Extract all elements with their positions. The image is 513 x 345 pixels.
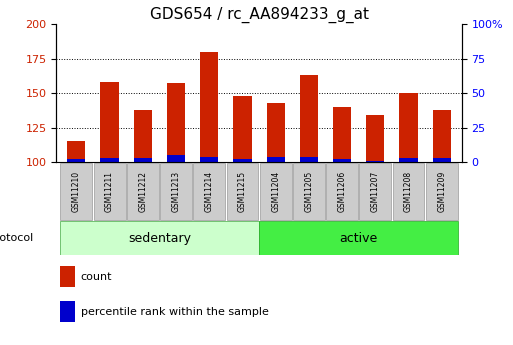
Bar bbox=[392, 163, 424, 220]
Bar bbox=[227, 163, 259, 220]
Bar bbox=[333, 159, 351, 162]
Bar bbox=[366, 161, 384, 162]
Bar bbox=[134, 158, 152, 162]
Text: protocol: protocol bbox=[0, 233, 33, 243]
Bar bbox=[200, 52, 219, 162]
Text: GSM11207: GSM11207 bbox=[371, 171, 380, 212]
Text: GSM11214: GSM11214 bbox=[205, 171, 214, 212]
Bar bbox=[366, 115, 384, 162]
Bar bbox=[432, 158, 451, 162]
Bar bbox=[61, 266, 75, 287]
Bar bbox=[300, 75, 318, 162]
Bar bbox=[233, 159, 251, 162]
Bar bbox=[167, 83, 185, 162]
Bar bbox=[400, 93, 418, 162]
Text: GSM11213: GSM11213 bbox=[171, 171, 181, 212]
Title: GDS654 / rc_AA894233_g_at: GDS654 / rc_AA894233_g_at bbox=[150, 7, 368, 23]
Text: GSM11215: GSM11215 bbox=[238, 171, 247, 212]
Bar bbox=[360, 163, 391, 220]
Text: GSM11209: GSM11209 bbox=[437, 171, 446, 212]
Bar bbox=[94, 163, 126, 220]
Bar bbox=[432, 110, 451, 162]
Text: GSM11204: GSM11204 bbox=[271, 171, 280, 212]
Bar bbox=[127, 163, 159, 220]
Bar bbox=[267, 103, 285, 162]
Bar bbox=[233, 96, 251, 162]
Bar bbox=[267, 157, 285, 162]
Bar bbox=[101, 158, 119, 162]
Bar bbox=[167, 155, 185, 162]
Text: GSM11206: GSM11206 bbox=[338, 171, 347, 212]
Bar bbox=[67, 159, 86, 162]
Bar bbox=[200, 157, 219, 162]
Bar bbox=[333, 107, 351, 162]
Text: GSM11212: GSM11212 bbox=[139, 171, 147, 212]
Bar bbox=[260, 163, 291, 220]
Bar bbox=[193, 163, 225, 220]
Bar bbox=[293, 163, 325, 220]
Text: active: active bbox=[340, 231, 378, 245]
Text: GSM11210: GSM11210 bbox=[72, 171, 81, 212]
Bar bbox=[61, 301, 75, 322]
Text: percentile rank within the sample: percentile rank within the sample bbox=[81, 307, 269, 317]
Text: sedentary: sedentary bbox=[128, 231, 191, 245]
Bar bbox=[101, 82, 119, 162]
Text: GSM11205: GSM11205 bbox=[304, 171, 313, 212]
Bar bbox=[326, 163, 358, 220]
Bar bbox=[426, 163, 458, 220]
Text: count: count bbox=[81, 272, 112, 282]
FancyArrow shape bbox=[38, 230, 50, 246]
Bar bbox=[60, 221, 259, 255]
Bar bbox=[400, 158, 418, 162]
Text: GSM11208: GSM11208 bbox=[404, 171, 413, 212]
Bar bbox=[259, 221, 459, 255]
Bar bbox=[67, 141, 86, 162]
Bar bbox=[300, 157, 318, 162]
Bar bbox=[61, 163, 92, 220]
Bar bbox=[160, 163, 192, 220]
Text: GSM11211: GSM11211 bbox=[105, 171, 114, 212]
Bar bbox=[134, 110, 152, 162]
